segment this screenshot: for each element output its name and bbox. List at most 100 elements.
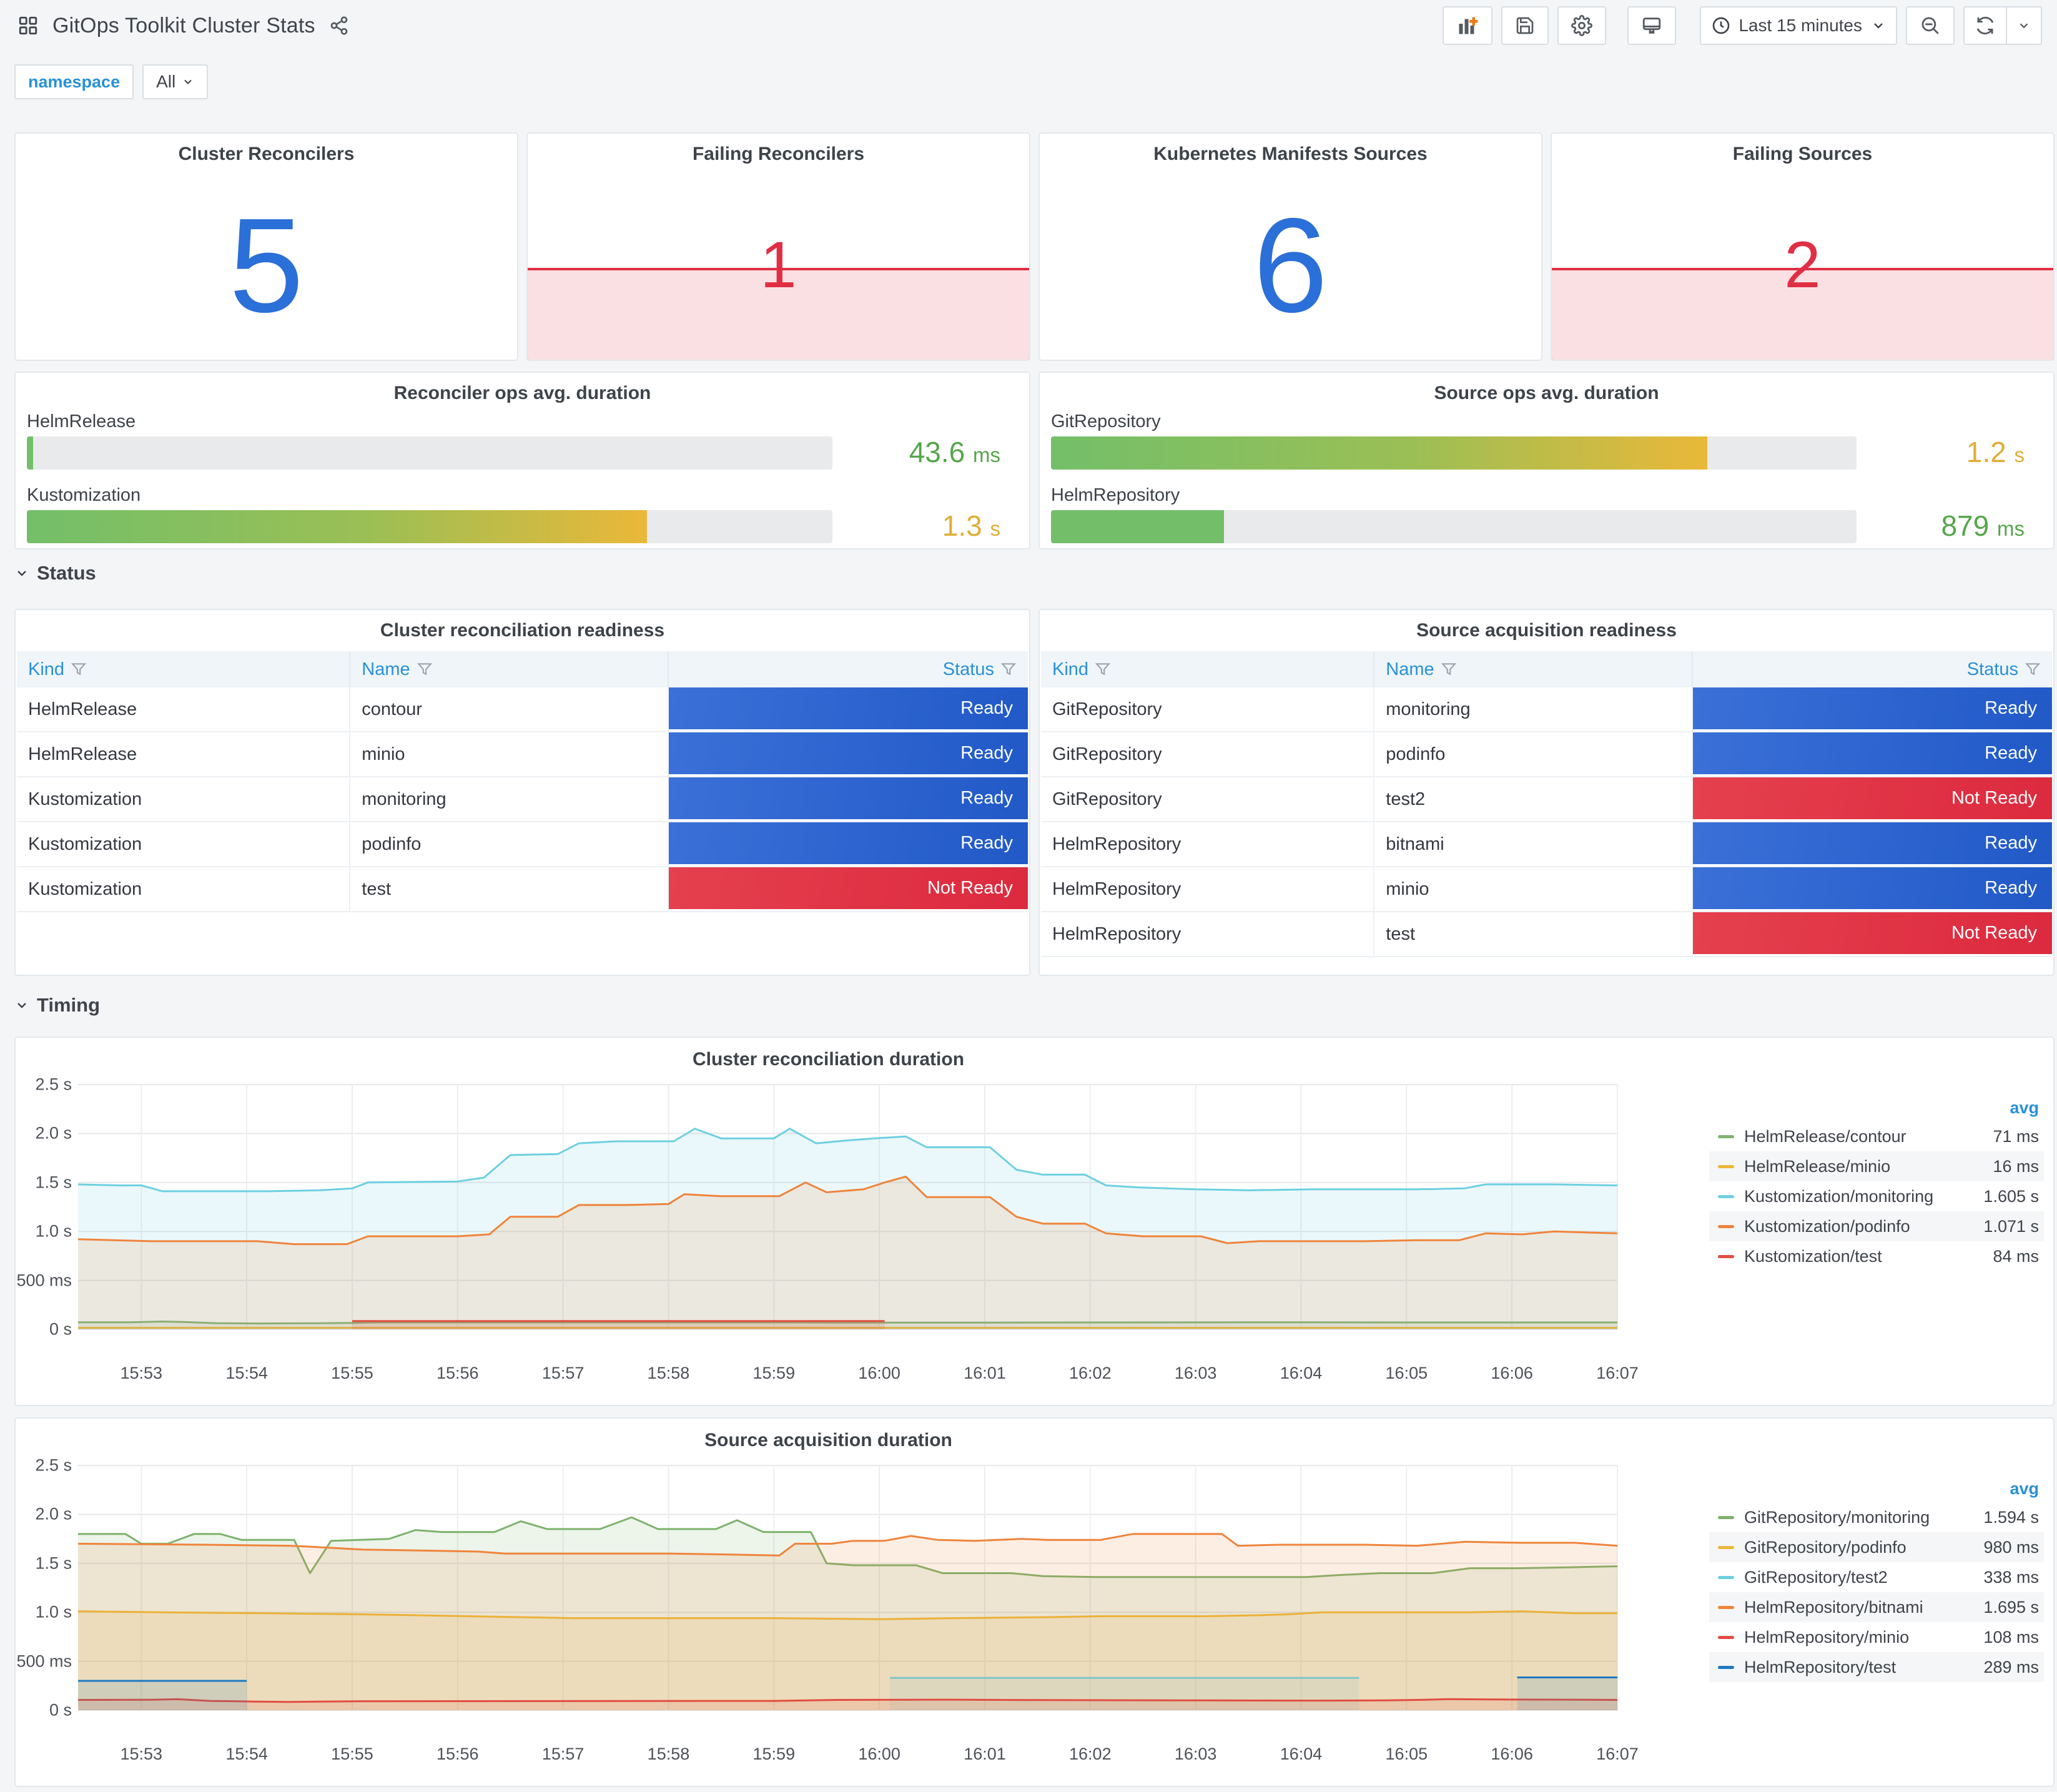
panel-title[interactable]: Failing Sources xyxy=(1732,144,1873,164)
status-badge: Ready xyxy=(1693,822,2052,866)
legend-series-label[interactable]: Kustomization/monitoring xyxy=(1744,1186,1934,1206)
section-header-timing[interactable]: Timing xyxy=(14,994,100,1017)
table-row: HelmRelease contour Ready xyxy=(17,687,1028,732)
table-cell: test xyxy=(1374,912,1694,956)
gauge-fill xyxy=(1051,510,1225,543)
legend-series-label[interactable]: GitRepository/test2 xyxy=(1744,1567,1888,1587)
panel-title[interactable]: Source ops avg. duration xyxy=(1434,383,1659,403)
legend-item: Kustomization/podinfo 1.071 s xyxy=(1709,1211,2044,1241)
gauge-label: HelmRelease xyxy=(27,411,136,431)
legend-avg-header[interactable]: avg xyxy=(2010,1098,2039,1117)
gauge-value-unit: ms xyxy=(1997,517,2025,540)
share-icon[interactable] xyxy=(329,16,349,36)
legend-item: Kustomization/monitoring 1.605 s xyxy=(1709,1181,2044,1211)
legend-item: GitRepository/podinfo 980 ms xyxy=(1709,1532,2044,1562)
filter-icon[interactable] xyxy=(1095,661,1111,677)
section-header-status[interactable]: Status xyxy=(14,562,96,584)
legend-series-avg: 1.594 s xyxy=(1983,1507,2039,1527)
legend-series-avg: 16 ms xyxy=(1993,1156,2039,1176)
save-dashboard-button[interactable] xyxy=(1501,6,1549,45)
legend-item: GitRepository/test2 338 ms xyxy=(1709,1562,2044,1592)
table-cell: minio xyxy=(1374,867,1694,911)
filter-icon[interactable] xyxy=(2025,661,2041,677)
legend-series-swatch xyxy=(1718,1605,1734,1609)
legend-series-label[interactable]: GitRepository/podinfo xyxy=(1744,1537,1907,1557)
legend-series-label[interactable]: HelmRelease/contour xyxy=(1744,1126,1907,1146)
legend-series-label[interactable]: HelmRepository/test xyxy=(1744,1657,1897,1676)
refresh-button[interactable] xyxy=(1965,7,2006,44)
chart-plot-area[interactable] xyxy=(77,1084,1618,1330)
add-panel-button[interactable] xyxy=(1443,6,1493,45)
x-axis-tick-label: 16:02 xyxy=(1069,1364,1112,1382)
legend-item: Kustomization/test 84 ms xyxy=(1709,1241,2044,1271)
legend-series-label[interactable]: GitRepository/monitoring xyxy=(1744,1507,1930,1527)
panel-title[interactable]: Source acquisition readiness xyxy=(1416,620,1677,641)
sparkline-threshold-line xyxy=(528,268,1029,271)
dashboard-grid-icon[interactable] xyxy=(17,15,39,36)
filter-icon[interactable] xyxy=(71,661,87,677)
x-axis-tick-label: 15:57 xyxy=(541,1745,585,1763)
add-panel-icon xyxy=(1456,14,1479,37)
panel-title[interactable]: Source acquisition duration xyxy=(704,1430,952,1450)
x-axis-tick-label: 16:03 xyxy=(1174,1364,1217,1382)
table-cell: bitnami xyxy=(1374,822,1694,866)
column-header-status[interactable]: Status xyxy=(1693,651,2052,687)
panel-title[interactable]: Cluster Reconcilers xyxy=(178,144,355,164)
column-header-label: Status xyxy=(942,659,994,679)
y-axis-tick-label: 1.5 s xyxy=(35,1553,72,1573)
filter-icon[interactable] xyxy=(417,661,433,677)
panel-title[interactable]: Cluster reconciliation duration xyxy=(692,1049,965,1070)
legend-series-label[interactable]: Kustomization/test xyxy=(1744,1246,1882,1266)
panel-title[interactable]: Failing Reconcilers xyxy=(692,144,865,164)
table-cell: HelmRelease xyxy=(17,732,351,776)
filter-icon[interactable] xyxy=(1441,661,1457,677)
table-cell: GitRepository xyxy=(1041,777,1375,821)
table-cell: test2 xyxy=(1374,777,1694,821)
legend-series-label[interactable]: HelmRepository/minio xyxy=(1744,1627,1910,1647)
stat-value: 5 xyxy=(229,190,304,340)
gauge-fill xyxy=(27,510,648,543)
table-body: GitRepository monitoring Ready GitRepositor… xyxy=(1041,687,2052,957)
legend-series-label[interactable]: HelmRepository/bitnami xyxy=(1744,1597,1923,1617)
stat-value: 2 xyxy=(1784,229,1821,302)
table-row: Kustomization monitoring Ready xyxy=(17,777,1028,822)
dashboard-settings-button[interactable] xyxy=(1557,6,1607,45)
column-header-label: Kind xyxy=(28,659,65,679)
chevron-down-icon xyxy=(1871,18,1886,33)
status-badge: Not Ready xyxy=(1693,912,2052,956)
variable-value-dropdown[interactable]: All xyxy=(142,64,209,99)
chart-plot-area[interactable] xyxy=(77,1465,1618,1711)
y-axis-tick-label: 0 s xyxy=(49,1700,72,1720)
refresh-interval-dropdown[interactable] xyxy=(2007,7,2041,44)
bar-gauge-panel: Reconciler ops avg. duration HelmRelease 4… xyxy=(14,372,1030,549)
status-badge: Ready xyxy=(669,822,1028,866)
column-header-name[interactable]: Name xyxy=(350,651,669,687)
panel-title[interactable]: Reconciler ops avg. duration xyxy=(393,383,651,403)
legend-series-label[interactable]: HelmRelease/minio xyxy=(1744,1156,1891,1176)
x-axis-tick-label: 15:59 xyxy=(752,1364,796,1382)
legend-series-label[interactable]: Kustomization/podinfo xyxy=(1744,1216,1910,1236)
x-axis-tick-label: 16:06 xyxy=(1491,1745,1533,1763)
table-header-row: Kind Name Status xyxy=(17,651,1028,687)
timeseries-panel: Source acquisition duration 0 s 500 ms 1.0 … xyxy=(14,1417,2055,1787)
x-axis-tick-label: 15:55 xyxy=(331,1745,373,1763)
cycle-view-button[interactable] xyxy=(1627,6,1677,45)
column-header-kind[interactable]: Kind xyxy=(1041,651,1375,687)
panel-title[interactable]: Kubernetes Manifests Sources xyxy=(1153,144,1428,164)
legend-series-avg: 1.605 s xyxy=(1983,1186,2039,1206)
column-header-name[interactable]: Name xyxy=(1374,651,1694,687)
column-header-status[interactable]: Status xyxy=(669,651,1028,687)
table-cell: HelmRelease xyxy=(17,687,351,731)
panel-title[interactable]: Cluster reconciliation readiness xyxy=(380,620,665,641)
column-header-kind[interactable]: Kind xyxy=(17,651,351,687)
filter-icon[interactable] xyxy=(1000,661,1017,677)
legend-avg-header[interactable]: avg xyxy=(2010,1479,2039,1498)
y-axis-tick-label: 1.0 s xyxy=(35,1602,72,1622)
legend-item: GitRepository/monitoring 1.594 s xyxy=(1709,1502,2044,1532)
legend-series-swatch xyxy=(1718,1254,1734,1258)
time-range-picker[interactable]: Last 15 minutes xyxy=(1700,6,1897,45)
legend-series-swatch xyxy=(1718,1575,1734,1579)
status-badge: Ready xyxy=(1693,867,2052,911)
gauge-label: GitRepository xyxy=(1051,411,1161,431)
zoom-out-time-button[interactable] xyxy=(1906,6,1955,45)
